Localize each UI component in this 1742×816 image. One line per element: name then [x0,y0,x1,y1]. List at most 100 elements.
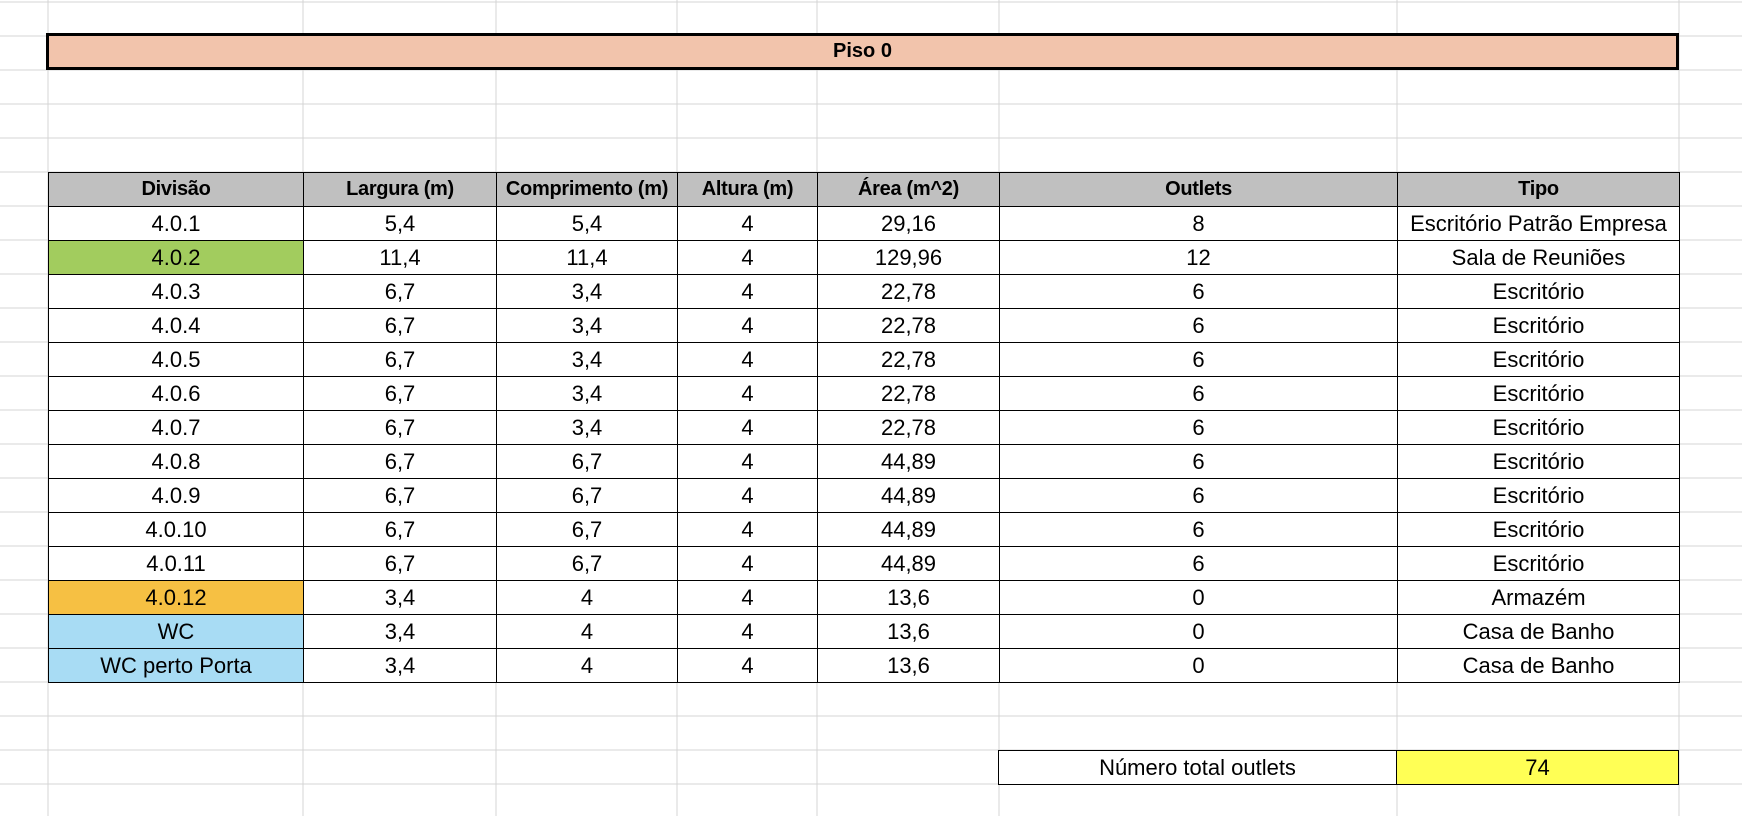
cell-area[interactable]: 22,78 [817,342,1000,377]
cell-divisao[interactable]: 4.0.9 [48,478,304,513]
cell-altura[interactable]: 4 [677,478,818,513]
cell-outlets[interactable]: 6 [999,342,1398,377]
cell-tipo[interactable]: Escritório [1397,410,1680,445]
cell-tipo[interactable]: Escritório [1397,376,1680,411]
cell-tipo[interactable]: Escritório [1397,342,1680,377]
cell-tipo[interactable]: Escritório [1397,478,1680,513]
cell-tipo[interactable]: Armazém [1397,580,1680,615]
cell-comprimento[interactable]: 6,7 [496,546,678,581]
cell-comprimento[interactable]: 3,4 [496,308,678,343]
cell-largura[interactable]: 6,7 [303,376,497,411]
cell-outlets[interactable]: 6 [999,274,1398,309]
cell-divisao[interactable]: 4.0.7 [48,410,304,445]
cell-tipo[interactable]: Casa de Banho [1397,614,1680,649]
header-comprimento[interactable]: Comprimento (m) [496,172,678,207]
cell-divisao[interactable]: 4.0.2 [48,240,304,275]
cell-altura[interactable]: 4 [677,274,818,309]
cell-area[interactable]: 129,96 [817,240,1000,275]
cell-area[interactable]: 29,16 [817,206,1000,241]
total-outlets-label[interactable]: Número total outlets [998,750,1397,785]
cell-comprimento[interactable]: 4 [496,648,678,683]
cell-largura[interactable]: 3,4 [303,580,497,615]
cell-altura[interactable]: 4 [677,444,818,479]
cell-outlets[interactable]: 6 [999,444,1398,479]
header-area[interactable]: Área (m^2) [817,172,1000,207]
cell-divisao[interactable]: 4.0.4 [48,308,304,343]
cell-outlets[interactable]: 12 [999,240,1398,275]
cell-altura[interactable]: 4 [677,512,818,547]
cell-area[interactable]: 44,89 [817,444,1000,479]
cell-altura[interactable]: 4 [677,240,818,275]
cell-divisao[interactable]: 4.0.12 [48,580,304,615]
cell-comprimento[interactable]: 4 [496,580,678,615]
cell-altura[interactable]: 4 [677,410,818,445]
cell-comprimento[interactable]: 3,4 [496,274,678,309]
cell-largura[interactable]: 6,7 [303,546,497,581]
cell-altura[interactable]: 4 [677,614,818,649]
cell-altura[interactable]: 4 [677,376,818,411]
cell-comprimento[interactable]: 6,7 [496,444,678,479]
cell-largura[interactable]: 5,4 [303,206,497,241]
cell-tipo[interactable]: Escritório [1397,444,1680,479]
cell-altura[interactable]: 4 [677,308,818,343]
cell-outlets[interactable]: 6 [999,376,1398,411]
cell-altura[interactable]: 4 [677,580,818,615]
cell-largura[interactable]: 3,4 [303,648,497,683]
cell-largura[interactable]: 3,4 [303,614,497,649]
cell-divisao[interactable]: 4.0.6 [48,376,304,411]
cell-altura[interactable]: 4 [677,648,818,683]
cell-outlets[interactable]: 0 [999,580,1398,615]
cell-divisao[interactable]: 4.0.8 [48,444,304,479]
cell-comprimento[interactable]: 11,4 [496,240,678,275]
cell-divisao[interactable]: 4.0.11 [48,546,304,581]
cell-largura[interactable]: 6,7 [303,512,497,547]
cell-divisao[interactable]: WC perto Porta [48,648,304,683]
cell-area[interactable]: 22,78 [817,308,1000,343]
cell-divisao[interactable]: 4.0.10 [48,512,304,547]
cell-comprimento[interactable]: 6,7 [496,512,678,547]
cell-largura[interactable]: 6,7 [303,342,497,377]
cell-altura[interactable]: 4 [677,342,818,377]
cell-comprimento[interactable]: 6,7 [496,478,678,513]
cell-tipo[interactable]: Escritório [1397,512,1680,547]
header-divisao[interactable]: Divisão [48,172,304,207]
cell-tipo[interactable]: Sala de Reuniões [1397,240,1680,275]
cell-area[interactable]: 44,89 [817,546,1000,581]
cell-tipo[interactable]: Escritório [1397,308,1680,343]
cell-outlets[interactable]: 6 [999,410,1398,445]
cell-largura[interactable]: 6,7 [303,444,497,479]
cell-largura[interactable]: 6,7 [303,274,497,309]
cell-area[interactable]: 44,89 [817,478,1000,513]
cell-divisao[interactable]: 4.0.1 [48,206,304,241]
cell-tipo[interactable]: Casa de Banho [1397,648,1680,683]
header-altura[interactable]: Altura (m) [677,172,818,207]
cell-comprimento[interactable]: 3,4 [496,342,678,377]
cell-outlets[interactable]: 0 [999,648,1398,683]
cell-tipo[interactable]: Escritório [1397,546,1680,581]
cell-comprimento[interactable]: 3,4 [496,410,678,445]
total-outlets-value[interactable]: 74 [1396,750,1679,785]
cell-divisao[interactable]: WC [48,614,304,649]
cell-comprimento[interactable]: 3,4 [496,376,678,411]
cell-outlets[interactable]: 6 [999,546,1398,581]
cell-comprimento[interactable]: 5,4 [496,206,678,241]
cell-comprimento[interactable]: 4 [496,614,678,649]
cell-altura[interactable]: 4 [677,206,818,241]
cell-largura[interactable]: 11,4 [303,240,497,275]
cell-divisao[interactable]: 4.0.3 [48,274,304,309]
cell-largura[interactable]: 6,7 [303,410,497,445]
cell-area[interactable]: 44,89 [817,512,1000,547]
cell-outlets[interactable]: 6 [999,308,1398,343]
cell-tipo[interactable]: Escritório [1397,274,1680,309]
cell-area[interactable]: 13,6 [817,614,1000,649]
cell-area[interactable]: 22,78 [817,274,1000,309]
cell-tipo[interactable]: Escritório Patrão Empresa [1397,206,1680,241]
cell-altura[interactable]: 4 [677,546,818,581]
cell-area[interactable]: 13,6 [817,580,1000,615]
cell-outlets[interactable]: 6 [999,478,1398,513]
cell-largura[interactable]: 6,7 [303,478,497,513]
cell-area[interactable]: 22,78 [817,376,1000,411]
cell-largura[interactable]: 6,7 [303,308,497,343]
cell-area[interactable]: 13,6 [817,648,1000,683]
header-outlets[interactable]: Outlets [999,172,1398,207]
